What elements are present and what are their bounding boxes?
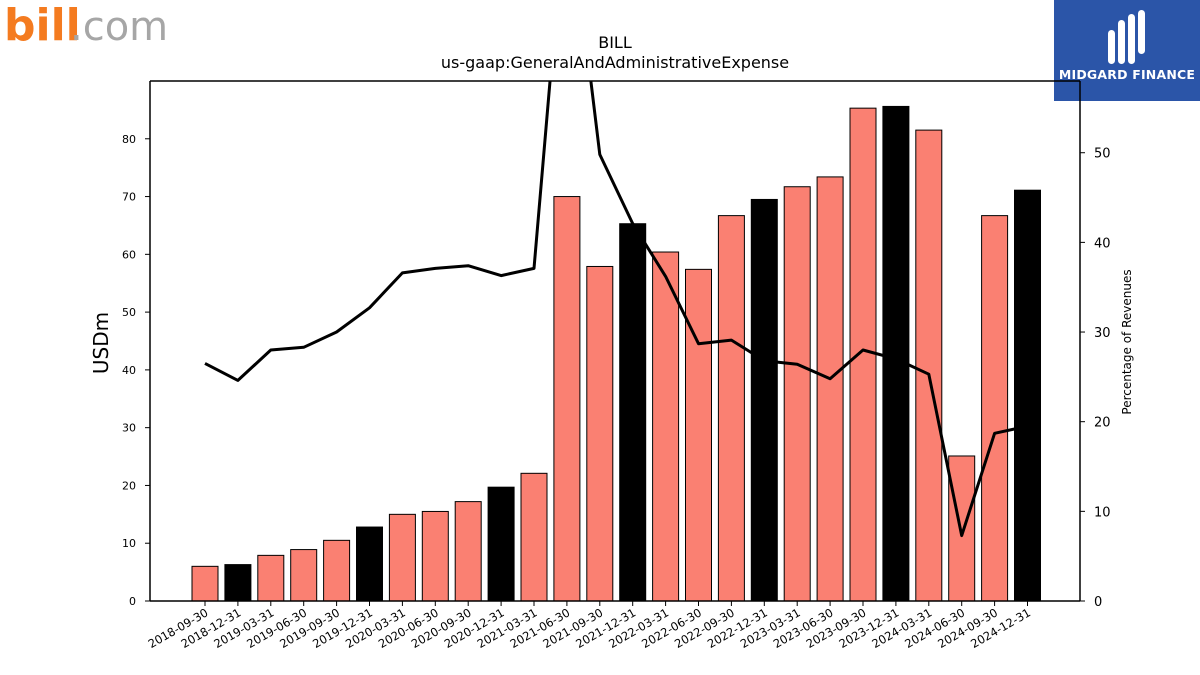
bar-2020-03-31 [388,513,416,602]
line-group [204,81,1028,538]
bar-2021-12-31 [619,223,647,602]
bar-2023-03-31 [783,186,811,602]
bill-logo-suffix: .com [70,4,168,48]
y-axis-label-left: USDm [89,312,113,374]
bar-2023-09-30 [849,107,877,602]
bar-2022-03-31 [652,251,680,602]
bar-2022-12-31 [750,198,778,602]
series-line-0 [204,81,1028,538]
bar-2021-06-30 [553,196,581,602]
bar-2022-09-30 [717,215,745,602]
bar-2018-09-30 [191,565,219,602]
chart-subtitle: us-gaap:GeneralAndAdministrativeExpense [441,53,789,72]
y-tick-label-left: 20 [122,479,136,492]
bar-2019-09-30 [323,539,351,602]
y-tick-label-right: 10 [1094,505,1111,520]
bar-2021-09-30 [586,265,614,602]
bar-2022-06-30 [685,268,712,602]
bar-2019-03-31 [257,554,285,602]
bar-2021-03-31 [520,472,548,602]
bar-2020-06-30 [421,510,449,602]
y-tick-label-left: 80 [122,133,136,146]
bill-logo-text: bill [4,0,81,48]
y-tick-label-right: 30 [1094,326,1111,341]
y-tick-label-left: 30 [122,422,136,435]
y-tick-label-left: 10 [122,537,136,550]
bill-logo: bill .com [4,0,174,51]
bars-group [191,105,1041,602]
midgard-emblem-icon [1108,10,1145,64]
bar-2023-12-31 [882,105,910,602]
y-tick-label-right: 0 [1094,595,1102,610]
y-tick-label-right: 20 [1094,416,1111,431]
y-tick-label-left: 60 [122,248,136,261]
y-tick-label-left: 40 [122,364,136,377]
bar-2019-06-30 [290,549,318,602]
bar-2023-06-30 [816,176,844,602]
bar-2024-12-31 [1014,189,1041,602]
bar-2020-09-30 [454,501,482,602]
chart-title: BILL [598,33,632,52]
y-tick-label-left: 50 [122,306,136,319]
y-axis-label-right: Percentage of Revenues [1120,269,1134,414]
y-tick-label-right: 50 [1094,147,1111,162]
axes-group [149,80,1081,602]
y-tick-label-left: 0 [129,595,136,608]
y-tick-label-right: 40 [1094,236,1111,251]
bar-2019-12-31 [356,526,383,602]
midgard-finance-logo: MIDGARD FINANCE [1054,0,1200,101]
bar-2020-12-31 [487,486,515,602]
y-tick-label-left: 70 [122,191,136,204]
bar-2018-12-31 [224,564,252,602]
bar-2024-03-31 [915,129,943,602]
midgard-logo-text: MIDGARD FINANCE [1058,67,1196,82]
bar-2024-09-30 [981,215,1009,602]
